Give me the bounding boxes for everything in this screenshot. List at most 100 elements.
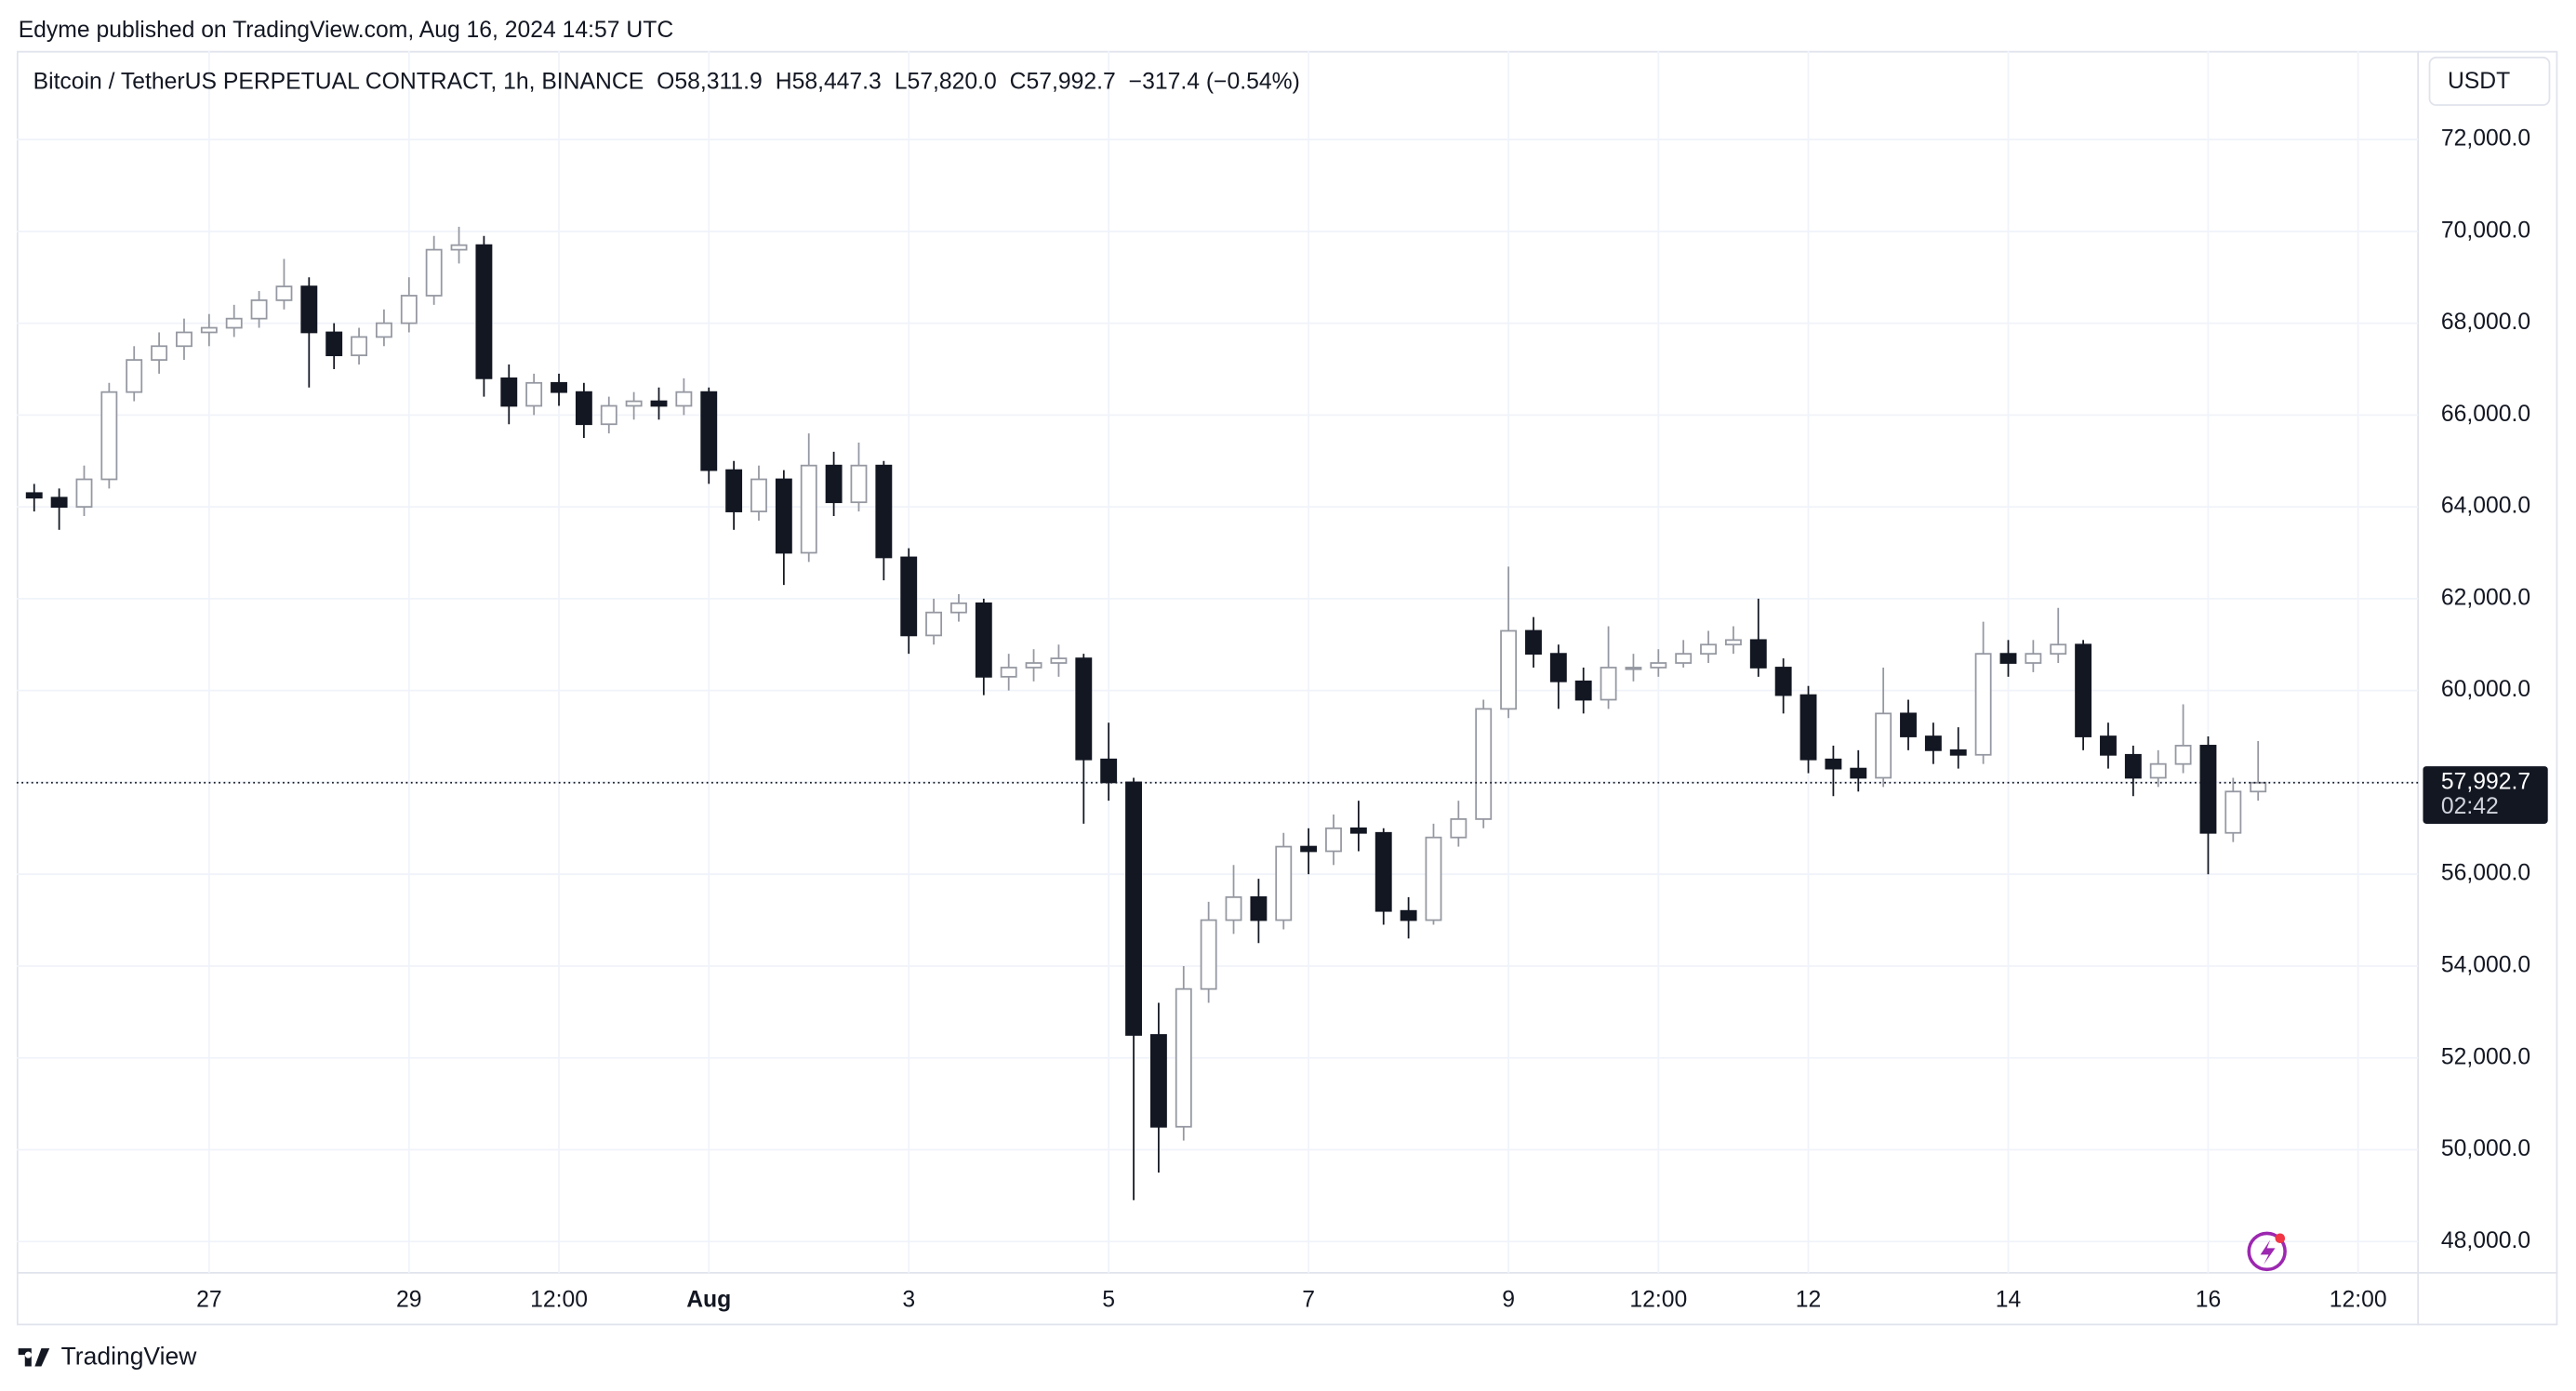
candle-body: [126, 359, 143, 393]
y-tick-label: 52,000.0: [2441, 1044, 2530, 1069]
currency[interactable]: USDT: [2448, 69, 2510, 94]
candle-body: [250, 299, 268, 320]
candle-body: [151, 345, 168, 361]
lightning-icon[interactable]: [2247, 1231, 2287, 1272]
candle-body: [551, 381, 567, 393]
candle-body: [675, 391, 693, 407]
candle-body: [1924, 735, 1942, 751]
candle-body: [725, 469, 743, 512]
candle-body: [2124, 753, 2142, 779]
x-tick-label: 27: [196, 1287, 221, 1312]
candle-body: [1425, 836, 1442, 921]
candle-body: [1250, 895, 1268, 921]
candle-body: [1475, 708, 1493, 820]
y-tick-label: 48,000.0: [2441, 1228, 2530, 1253]
candle-body: [2149, 762, 2167, 779]
icon-dot[interactable]: [2275, 1233, 2286, 1244]
candle-body: [2075, 643, 2092, 737]
candle-body: [850, 464, 868, 504]
candle-body: [50, 497, 68, 509]
candle-body: [450, 244, 468, 251]
candle-body: [1974, 653, 1992, 756]
candle-body: [1325, 827, 1342, 853]
candle-body: [1549, 653, 1567, 682]
candle-body: [925, 611, 943, 637]
candle-body: [2050, 643, 2067, 656]
currency-button[interactable]: [2428, 56, 2551, 106]
candle-body: [1700, 643, 1717, 656]
legend-high: H58,447.3: [776, 69, 882, 94]
candle-body: [275, 285, 293, 301]
candle-body: [1949, 748, 1967, 756]
candle-body: [625, 400, 643, 407]
candle-body: [1000, 667, 1017, 678]
candle-body: [400, 295, 418, 325]
candle-body: [325, 331, 343, 357]
candle-body: [700, 391, 718, 471]
candle-body: [1175, 987, 1192, 1128]
candle-body: [2174, 745, 2192, 765]
x-tick-label: 7: [1302, 1287, 1315, 1312]
x-tick-label: 9: [1502, 1287, 1515, 1312]
legend: Bitcoin / TetherUS PERPETUAL CONTRACT, 1…: [33, 69, 1300, 94]
candle-body: [1200, 919, 1217, 990]
footer-logo: TradingView: [18, 1343, 197, 1371]
candle-body: [375, 322, 392, 338]
candle-body: [1774, 667, 1792, 696]
candle-body: [900, 556, 918, 637]
candle-body: [500, 377, 518, 407]
icon-circle[interactable]: [2247, 1231, 2287, 1272]
candle-body: [600, 404, 617, 426]
x-tick-label: 29: [396, 1287, 422, 1312]
candle-body: [1525, 629, 1542, 656]
candle-body: [475, 244, 493, 379]
candle-body: [200, 326, 218, 334]
candle-body: [950, 602, 967, 614]
symbol: Bitcoin / TetherUS PERPETUAL CONTRACT, 1…: [33, 69, 644, 94]
candle-body: [1450, 818, 1467, 839]
candle-body: [1225, 895, 1242, 921]
icon-bolt[interactable]: [2260, 1239, 2276, 1265]
y-tick-label: 70,000.0: [2441, 218, 2530, 243]
y-tick-label: 50,000.0: [2441, 1136, 2530, 1161]
candle-body: [2100, 735, 2117, 756]
candle-body: [975, 602, 992, 678]
candle-body: [1075, 657, 1093, 761]
candle-body: [1374, 831, 1392, 912]
candle-body: [825, 464, 843, 504]
candle-body: [1050, 657, 1068, 664]
candle-body: [351, 336, 368, 357]
candle-body: [2224, 790, 2242, 834]
x-tick-label: 16: [2196, 1287, 2222, 1312]
candle-body: [650, 400, 668, 407]
candles: [25, 226, 2267, 1200]
candle-body: [1600, 667, 1617, 701]
candle-body: [800, 464, 817, 554]
legend-close: C57,992.7: [1010, 69, 1116, 94]
x-tick-label: 5: [1102, 1287, 1115, 1312]
candle-body: [1799, 694, 1817, 761]
last-price-label: 57,992.7: [2441, 769, 2530, 794]
candle-body: [1650, 662, 1667, 669]
candle-body: [225, 317, 243, 329]
candle-body: [425, 248, 443, 297]
last-price-box: [2423, 766, 2548, 824]
x-tick-label: 12:00: [1629, 1287, 1687, 1312]
x-tick-label: 14: [1996, 1287, 2022, 1312]
candle-body: [1999, 653, 2017, 664]
legend-change: −317.4 (−0.54%): [1129, 69, 1300, 94]
x-tick-label: 12:00: [2330, 1287, 2387, 1312]
y-tick-label: 60,000.0: [2441, 677, 2530, 702]
candle-body: [1100, 758, 1118, 784]
candle-body: [525, 381, 543, 407]
candle-body: [1349, 827, 1367, 834]
countdown: 02:42: [2441, 794, 2499, 819]
candle-body: [1900, 712, 1917, 737]
candle-body: [2199, 745, 2217, 834]
x-tick-label: 12: [1796, 1287, 1821, 1312]
y-tick-label: 54,000.0: [2441, 952, 2530, 977]
candle-body: [1500, 629, 1518, 710]
x-tick-label: 3: [902, 1287, 915, 1312]
